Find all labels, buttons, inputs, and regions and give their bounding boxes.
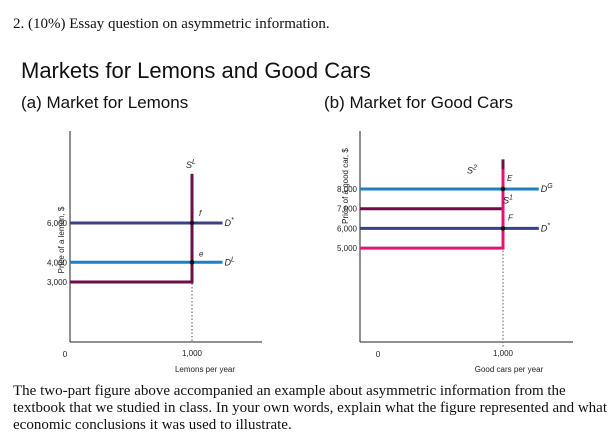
y-tick-label: 7,000	[337, 205, 358, 214]
series-label-dstar: D*	[541, 222, 551, 233]
equilibrium-point-f	[189, 220, 195, 226]
y-tick-label: 3,000	[47, 278, 68, 287]
series-label-dstar: D*	[225, 217, 235, 228]
x-tick-label: 1,000	[182, 349, 203, 358]
point-label-f: f	[199, 209, 202, 218]
origin-label: 0	[63, 350, 68, 359]
y-tick-label: 6,000	[337, 224, 358, 233]
equilibrium-point-e	[189, 260, 195, 265]
x-tick-label: 1,000	[493, 349, 514, 358]
series-label-dg: DG	[541, 183, 554, 194]
series-line-sl	[70, 173, 194, 284]
y-tick-label: 6,000	[47, 219, 68, 228]
y-tick-label: 5,000	[337, 244, 358, 253]
series-label-s1: S1	[503, 194, 513, 205]
panel-b-title: (b) Market for Good Cars	[324, 93, 513, 112]
essay-caption: The two-part figure above accompanied an…	[13, 383, 608, 433]
chart-good-cars: Price of a good car, $8,000 7,000 6,000 5,0…	[337, 131, 573, 374]
series-label-dl: DL	[225, 256, 236, 267]
point-label-e: e	[199, 249, 204, 258]
question-heading: 2. (10%) Essay question on asymmetric in…	[13, 16, 330, 32]
equilibrium-point-e	[500, 186, 506, 192]
chart-lemons: Price of a lemon, $6,000 4,000 3,000 1,000 0…	[47, 131, 262, 374]
y-tick-label: 4,000	[47, 258, 68, 267]
point-label-f: F	[508, 213, 514, 222]
x-axis-label: Lemons per year	[175, 365, 235, 374]
series-line-s1	[360, 159, 505, 211]
point-label-e: E	[507, 174, 513, 183]
equilibrium-point-f	[500, 226, 506, 231]
origin-label: 0	[376, 350, 381, 359]
series-label-s2: S2	[467, 164, 477, 175]
series-label-sl: SL	[186, 159, 196, 170]
x-axis-label: Good cars per year	[475, 365, 544, 374]
y-tick-label: 8,000	[337, 185, 358, 194]
y-axis-label: Price of a good car, $	[341, 148, 350, 224]
figure-title: Markets for Lemons and Good Cars	[21, 58, 371, 83]
y-axis-label: Price of a lemon, $	[57, 206, 66, 273]
panel-a-title: (a) Market for Lemons	[21, 93, 189, 112]
